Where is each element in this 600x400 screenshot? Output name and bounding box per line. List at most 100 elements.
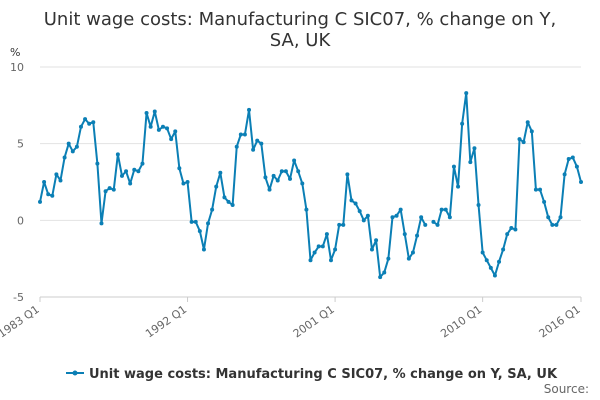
data-point[interactable]: [447, 215, 452, 220]
data-point[interactable]: [132, 167, 137, 172]
data-point[interactable]: [410, 250, 415, 255]
data-point[interactable]: [124, 169, 129, 174]
data-point[interactable]: [222, 195, 227, 200]
data-point[interactable]: [390, 215, 395, 220]
data-point[interactable]: [255, 138, 260, 143]
data-point[interactable]: [201, 247, 206, 252]
data-point[interactable]: [513, 227, 518, 232]
data-point[interactable]: [562, 172, 567, 177]
data-point[interactable]: [283, 169, 288, 174]
data-point[interactable]: [579, 180, 583, 184]
data-point[interactable]: [566, 157, 571, 161]
data-point[interactable]: [263, 175, 268, 180]
data-point[interactable]: [345, 172, 350, 177]
data-point[interactable]: [320, 244, 325, 249]
data-point[interactable]: [99, 221, 104, 226]
legend[interactable]: Unit wage costs: Manufacturing C SIC07, …: [66, 367, 558, 382]
data-point[interactable]: [152, 109, 157, 114]
data-point[interactable]: [435, 222, 440, 227]
data-point[interactable]: [177, 166, 182, 171]
data-point[interactable]: [103, 189, 108, 194]
data-point[interactable]: [468, 160, 473, 165]
data-point[interactable]: [570, 155, 575, 160]
data-point[interactable]: [484, 258, 489, 263]
data-point[interactable]: [308, 258, 313, 263]
data-point[interactable]: [87, 121, 92, 126]
data-point[interactable]: [533, 187, 538, 192]
data-point[interactable]: [292, 158, 297, 163]
data-point[interactable]: [337, 222, 342, 227]
data-point[interactable]: [423, 222, 428, 227]
data-point[interactable]: [456, 184, 461, 189]
data-point[interactable]: [304, 207, 309, 212]
data-point[interactable]: [431, 219, 436, 224]
data-point[interactable]: [214, 184, 219, 189]
data-point[interactable]: [140, 161, 145, 166]
data-point[interactable]: [91, 120, 96, 125]
data-point[interactable]: [66, 141, 71, 146]
data-point[interactable]: [119, 173, 124, 178]
data-point[interactable]: [300, 181, 305, 186]
data-point[interactable]: [341, 222, 346, 227]
data-point[interactable]: [353, 201, 358, 206]
data-point[interactable]: [529, 129, 534, 134]
data-point[interactable]: [349, 198, 354, 203]
data-point[interactable]: [296, 169, 301, 174]
data-point[interactable]: [267, 187, 272, 192]
data-point[interactable]: [460, 121, 465, 126]
data-point[interactable]: [242, 132, 247, 137]
data-point[interactable]: [226, 199, 231, 204]
data-point[interactable]: [554, 222, 559, 227]
data-point[interactable]: [521, 140, 526, 145]
data-point[interactable]: [406, 256, 411, 261]
data-point[interactable]: [74, 144, 79, 149]
data-point[interactable]: [42, 180, 47, 184]
data-point[interactable]: [259, 141, 264, 146]
data-point[interactable]: [54, 172, 59, 177]
data-point[interactable]: [181, 181, 186, 186]
data-point[interactable]: [333, 247, 338, 252]
data-point[interactable]: [156, 127, 161, 132]
data-point[interactable]: [328, 258, 333, 263]
data-point[interactable]: [234, 144, 239, 149]
data-point[interactable]: [546, 215, 551, 220]
data-point[interactable]: [70, 149, 75, 154]
data-point[interactable]: [275, 178, 280, 183]
data-point[interactable]: [509, 226, 514, 230]
data-point[interactable]: [238, 132, 243, 137]
data-point[interactable]: [111, 187, 116, 192]
data-point[interactable]: [398, 207, 403, 212]
data-point[interactable]: [550, 222, 555, 227]
data-point[interactable]: [361, 218, 366, 223]
data-point[interactable]: [107, 186, 112, 191]
data-point[interactable]: [62, 155, 67, 160]
data-point[interactable]: [78, 124, 83, 129]
data-point[interactable]: [197, 229, 202, 234]
data-point[interactable]: [574, 164, 579, 169]
data-point[interactable]: [95, 161, 100, 166]
data-point[interactable]: [538, 187, 543, 192]
data-point[interactable]: [480, 250, 485, 255]
data-point[interactable]: [464, 91, 469, 96]
data-point[interactable]: [218, 170, 223, 175]
data-point[interactable]: [415, 233, 420, 238]
data-point[interactable]: [144, 111, 149, 115]
data-point[interactable]: [279, 169, 284, 174]
data-point[interactable]: [357, 209, 362, 214]
data-point[interactable]: [365, 213, 370, 218]
data-point[interactable]: [173, 129, 178, 134]
data-point[interactable]: [46, 192, 51, 197]
data-point[interactable]: [451, 164, 456, 169]
data-point[interactable]: [472, 146, 477, 151]
data-point[interactable]: [369, 247, 374, 252]
data-point[interactable]: [382, 270, 387, 275]
data-point[interactable]: [517, 137, 522, 142]
data-point[interactable]: [193, 219, 198, 224]
data-point[interactable]: [394, 213, 399, 218]
data-point[interactable]: [210, 207, 215, 212]
data-point[interactable]: [497, 259, 502, 264]
data-point[interactable]: [50, 193, 55, 198]
data-point[interactable]: [83, 117, 88, 122]
data-point[interactable]: [251, 147, 256, 152]
data-point[interactable]: [288, 176, 293, 181]
